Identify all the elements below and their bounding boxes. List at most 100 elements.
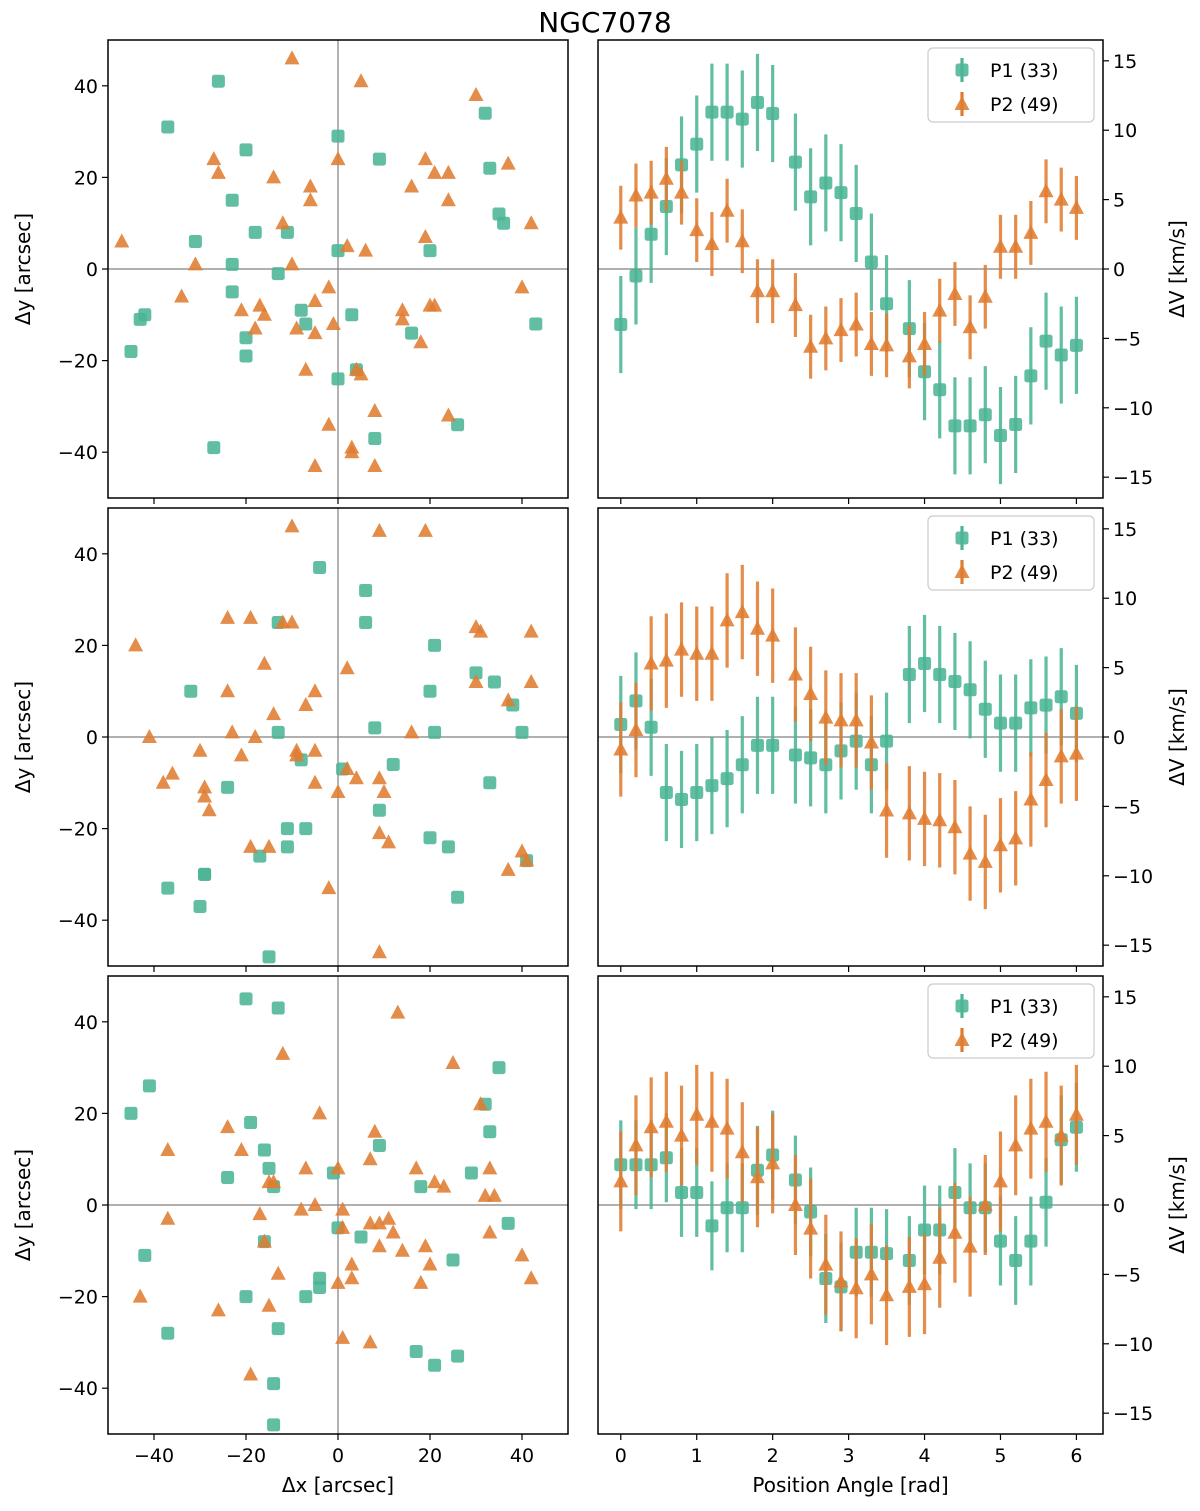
p2-velocity-point	[977, 288, 993, 303]
p2-velocity-point	[1008, 238, 1024, 253]
p2-velocity-point	[848, 712, 864, 727]
p2-star-marker	[482, 1160, 498, 1175]
p2-star-marker	[523, 215, 539, 230]
p2-star-marker	[187, 256, 203, 271]
spatial-y-axis-label: Δy [arcsec]	[11, 1149, 35, 1261]
p1-star-marker	[331, 244, 345, 258]
p1-velocity-point	[963, 683, 977, 697]
p1-velocity-point	[978, 408, 992, 422]
p2-velocity-point	[901, 1278, 917, 1293]
x-tick-label: −40	[134, 1445, 174, 1467]
legend-p1-label: P1 (33)	[990, 528, 1059, 550]
p2-velocity-point	[734, 233, 750, 248]
p2-velocity-point	[917, 335, 933, 350]
p2-velocity-point	[833, 1273, 849, 1288]
p2-star-marker	[385, 1224, 401, 1239]
legend: P1 (33) P2 (49)	[927, 983, 1095, 1059]
p2-star-marker	[371, 522, 387, 537]
p2-star-marker	[224, 724, 240, 739]
p2-star-marker	[261, 838, 277, 853]
p2-velocity-point	[765, 1155, 781, 1170]
p1-velocity-point	[735, 1201, 749, 1215]
v-tick-label: 15	[1113, 987, 1137, 1009]
p2-velocity-point	[992, 837, 1008, 852]
v-tick-label: 0	[1113, 727, 1125, 749]
p2-star-marker	[197, 779, 213, 794]
p2-star-marker	[358, 242, 374, 257]
p2-velocity-point	[879, 1287, 895, 1302]
pa-tick-label: 5	[994, 1445, 1006, 1467]
v-tick-label: −10	[1113, 1334, 1153, 1356]
p2-velocity-point	[848, 316, 864, 331]
kinematic-y-axis-label: ΔV [km/s]	[1165, 1156, 1189, 1254]
p1-star-marker	[161, 881, 175, 895]
p1-velocity-point	[705, 1219, 719, 1233]
p2-velocity-point	[749, 620, 765, 635]
p2-star-marker	[404, 724, 420, 739]
p1-velocity-point	[1069, 338, 1083, 352]
p1-velocity-point	[1054, 690, 1068, 704]
p1-velocity-point	[705, 779, 719, 793]
p1-velocity-point	[1039, 1195, 1053, 1209]
p1-star-marker	[372, 803, 386, 817]
p1-velocity-point	[1054, 348, 1068, 362]
p2-star-marker	[367, 402, 383, 417]
p2-star-marker	[210, 1302, 226, 1317]
p2-velocity-point	[719, 202, 735, 217]
p2-star-marker	[335, 1201, 351, 1216]
p2-velocity-point	[689, 645, 705, 660]
p1-star-marker	[423, 244, 437, 258]
v-tick-label: −15	[1113, 1403, 1153, 1425]
p1-star-marker	[451, 890, 465, 904]
p1-velocity-point	[690, 1186, 704, 1200]
x-tick-label: 0	[332, 1445, 344, 1467]
p2-velocity-point	[917, 810, 933, 825]
p2-star-marker	[367, 1123, 383, 1138]
legend-p1-marker	[955, 63, 969, 77]
p2-star-marker	[275, 215, 291, 230]
p2-star-marker	[321, 880, 337, 895]
p1-star-marker	[138, 1248, 152, 1262]
p2-velocity-point	[1068, 1106, 1084, 1121]
p1-velocity-point	[948, 674, 962, 688]
p2-star-marker	[307, 774, 323, 789]
p2-star-marker	[514, 843, 530, 858]
p2-velocity-point	[833, 322, 849, 337]
p2-star-marker	[233, 302, 249, 317]
p1-star-marker	[331, 129, 345, 143]
p1-star-marker	[469, 666, 483, 680]
p2-star-marker	[132, 1288, 148, 1303]
p2-star-marker	[160, 1210, 176, 1225]
p2-velocity-point	[749, 283, 765, 298]
p2-star-marker	[514, 279, 530, 294]
p2-star-marker	[436, 1178, 452, 1193]
p2-velocity-point	[932, 1249, 948, 1264]
p2-star-marker	[289, 320, 305, 335]
p2-velocity-point	[787, 297, 803, 312]
p2-star-marker	[210, 164, 226, 179]
kinematic-panel-2: −15 −10 −5 0 5 10 15 ΔV [km/s] P1 (33) P2 (49)	[597, 507, 1189, 972]
p2-velocity-point	[734, 1144, 750, 1159]
p2-star-marker	[128, 637, 144, 652]
p1-star-marker	[483, 1125, 497, 1139]
p1-velocity-point	[804, 751, 818, 765]
p1-star-marker	[501, 1216, 515, 1230]
p1-velocity-point	[819, 176, 833, 190]
legend-p2-label: P2 (49)	[990, 94, 1059, 116]
p2-star-marker	[362, 1151, 378, 1166]
p2-star-marker	[371, 770, 387, 785]
p2-star-marker	[270, 1265, 286, 1280]
p1-star-marker	[368, 431, 382, 445]
p2-velocity-point	[1023, 791, 1039, 806]
p2-velocity-point	[977, 853, 993, 868]
p1-velocity-point	[1009, 1254, 1023, 1268]
p1-star-marker	[142, 1079, 156, 1093]
p2-star-marker	[445, 1055, 461, 1070]
p2-velocity-point	[689, 222, 705, 237]
p2-star-marker	[201, 802, 217, 817]
p2-velocity-point	[628, 722, 644, 737]
kinematic-panel-1: −15 −10 −5 0 5 10 15 ΔV [km/s] P1 (33) P2 (49)	[597, 39, 1189, 504]
legend-p2-marker	[954, 564, 970, 578]
p2-star-marker	[335, 1219, 351, 1234]
p1-velocity-point	[720, 105, 734, 119]
